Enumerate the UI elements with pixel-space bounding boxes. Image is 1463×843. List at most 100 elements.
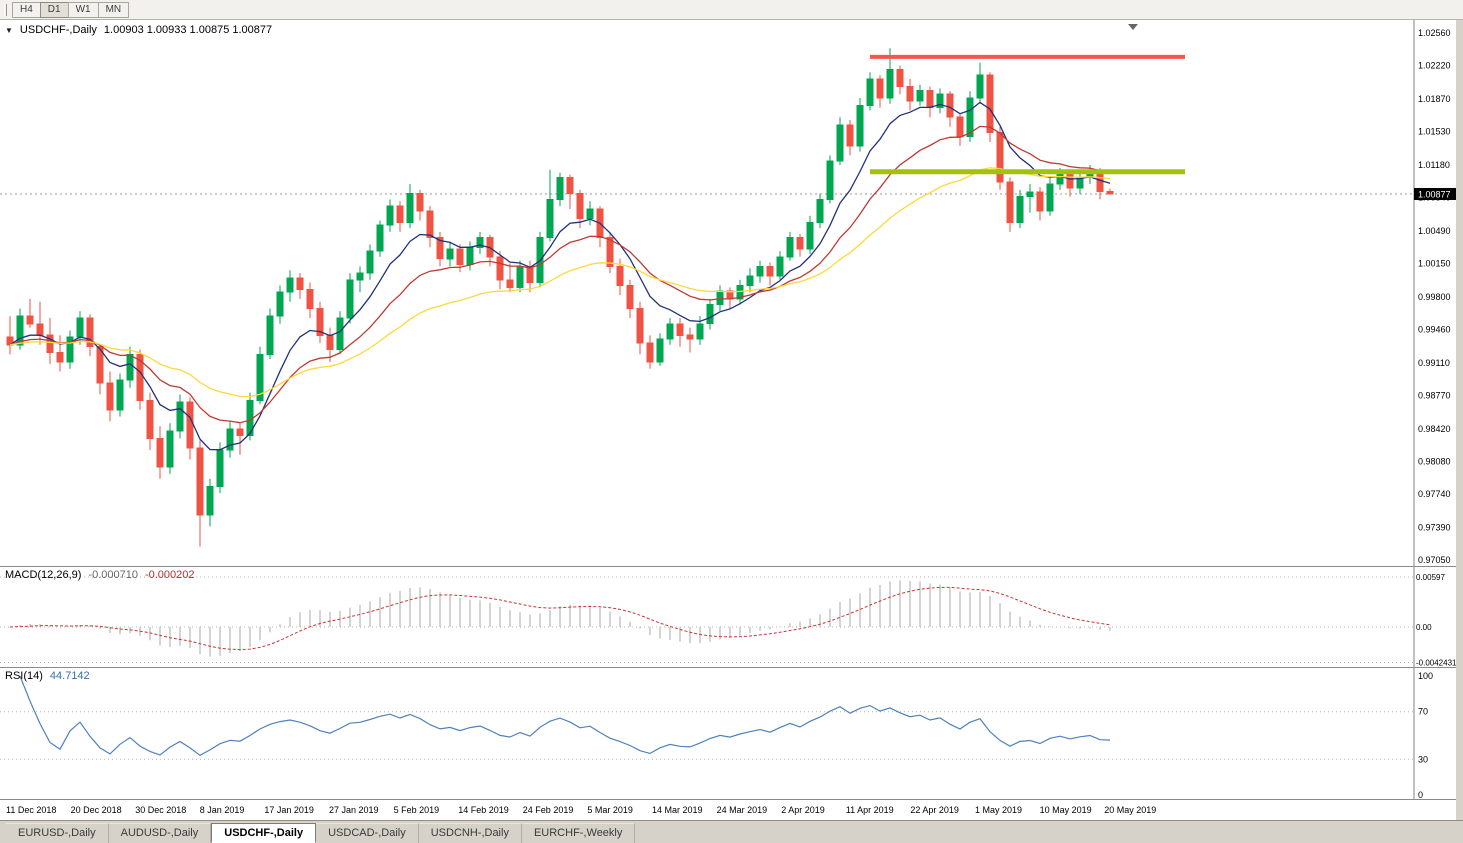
candle-down	[146, 399, 154, 440]
candle-up	[356, 272, 364, 281]
candle-down	[506, 279, 514, 288]
candle-up	[406, 193, 414, 223]
date-label: 20 May 2019	[1104, 805, 1156, 815]
timeframe-button-d1[interactable]: D1	[39, 1, 69, 18]
tab-usdcad-daily[interactable]: USDCAD-,Daily	[316, 823, 419, 843]
candle-down	[676, 323, 684, 336]
rsi-pane[interactable]: 100 70 30 0 RSI(14) 44.7142	[0, 668, 1456, 800]
candle-up	[1026, 191, 1034, 198]
date-label: 11 Dec 2018	[6, 805, 56, 815]
candle-up	[976, 74, 984, 99]
candle-down	[1066, 172, 1074, 189]
timeframe-button-w1[interactable]: W1	[67, 1, 99, 18]
candle-down	[686, 334, 694, 340]
candle-up	[1046, 183, 1054, 212]
ma-medium	[9, 125, 1111, 424]
candle-down	[846, 124, 854, 147]
tab-eurusd-daily[interactable]: EURUSD-,Daily	[6, 823, 109, 843]
candle-down	[456, 248, 464, 265]
candle-up	[516, 265, 524, 288]
macd-scale-label: -0.0042431	[1416, 659, 1456, 668]
candle-down	[396, 205, 404, 223]
candle-up	[866, 78, 874, 107]
date-label: 27 Jan 2019	[329, 805, 379, 815]
price-axis-label: 0.97390	[1418, 523, 1451, 533]
date-label: 24 Feb 2019	[523, 805, 574, 815]
symbol-dropdown-icon[interactable]: ▼	[5, 25, 13, 35]
candle-down	[606, 237, 614, 267]
candle-up	[786, 237, 794, 258]
candle-up	[386, 205, 394, 226]
macd-pane[interactable]: 0.00597 0.00 -0.0042431 MACD(12,26,9) -0.0…	[0, 567, 1456, 668]
candle-up	[266, 315, 274, 355]
date-axis[interactable]: 11 Dec 2018 20 Dec 2018 30 Dec 2018 8 Jan 2…	[0, 800, 1456, 820]
candle-up	[836, 124, 844, 162]
tab-audusd-daily[interactable]: AUDUSD-,Daily	[108, 823, 212, 843]
candle-up	[966, 97, 974, 137]
toolbar-grip[interactable]	[4, 3, 7, 16]
timeframe-button-h4[interactable]: H4	[12, 1, 41, 18]
candle-down	[926, 89, 934, 109]
candle-down	[296, 277, 304, 290]
candle-up	[856, 105, 864, 147]
current-price-tag	[1414, 188, 1456, 200]
price-axis-label: 0.99460	[1418, 325, 1451, 335]
macd-scale-label: 0.00597	[1416, 573, 1445, 582]
price-axis-label: 1.01870	[1418, 94, 1451, 104]
macd-scale-label: 0.00	[1416, 623, 1432, 632]
candle-down	[96, 346, 104, 384]
candle-down	[196, 447, 204, 516]
price-axis-label: 0.98080	[1418, 457, 1451, 467]
candle-up	[466, 246, 474, 265]
candle-up	[126, 353, 134, 381]
price-chart-canvas[interactable]: 1.02560 1.02220 1.01870 1.01530 1.01180 1.008…	[0, 20, 1456, 566]
date-label: 14 Mar 2019	[652, 805, 703, 815]
date-label: 30 Dec 2018	[135, 805, 186, 815]
candle-up	[736, 285, 744, 300]
tab-usdcnh-daily[interactable]: USDCNH-,Daily	[418, 823, 522, 843]
rsi-line	[19, 675, 1111, 757]
candle-down	[1106, 191, 1114, 195]
rsi-scale-label: 70	[1418, 707, 1428, 717]
price-axis-label: 1.02560	[1418, 28, 1451, 38]
candle-up	[476, 237, 484, 248]
candle-down	[106, 382, 114, 411]
tab-eurchf-weekly[interactable]: EURCHF-,Weekly	[521, 823, 636, 843]
date-label: 10 May 2019	[1040, 805, 1092, 815]
candle-up	[216, 449, 224, 487]
candle-down	[526, 265, 534, 284]
macd-signal-line	[9, 586, 1111, 651]
price-axis-label: 1.01180	[1418, 160, 1450, 170]
date-label: 5 Feb 2019	[394, 805, 440, 815]
main-chart-pane[interactable]: 1.02560 1.02220 1.01870 1.01530 1.01180 1.008…	[0, 20, 1456, 567]
candle-up	[696, 323, 704, 340]
candle-down	[896, 68, 904, 87]
timeframe-toolbar: H4 D1 W1 MN	[0, 0, 1463, 20]
macd-canvas[interactable]: 0.00597 0.00 -0.0042431	[0, 567, 1456, 667]
date-label: 1 May 2019	[975, 805, 1022, 815]
candle-down	[86, 317, 94, 348]
candle-up	[816, 198, 824, 223]
candle-down	[566, 176, 574, 195]
candle-up	[256, 353, 264, 401]
price-axis-label: 0.99110	[1418, 358, 1450, 368]
candle-up	[366, 250, 374, 274]
date-label: 2 Apr 2019	[781, 805, 825, 815]
candle-up	[66, 336, 74, 363]
candle-down	[906, 86, 914, 102]
candle-up	[716, 290, 724, 306]
candle-down	[1036, 191, 1044, 212]
price-axis-label: 0.97740	[1418, 489, 1451, 499]
ma-slow	[9, 167, 1111, 398]
candle-down	[616, 265, 624, 286]
timeframe-button-mn[interactable]: MN	[97, 1, 130, 18]
candle-down	[36, 323, 44, 336]
rsi-canvas[interactable]: 100 70 30 0	[0, 668, 1456, 799]
date-label: 11 Apr 2019	[846, 805, 894, 815]
candle-up	[656, 338, 664, 363]
chart-shift-marker-icon[interactable]	[1128, 24, 1138, 30]
candle-up	[286, 277, 294, 293]
candle-down	[326, 334, 334, 351]
price-axis-label: 0.97050	[1418, 555, 1451, 565]
tab-usdchf-daily[interactable]: USDCHF-,Daily	[211, 823, 317, 843]
